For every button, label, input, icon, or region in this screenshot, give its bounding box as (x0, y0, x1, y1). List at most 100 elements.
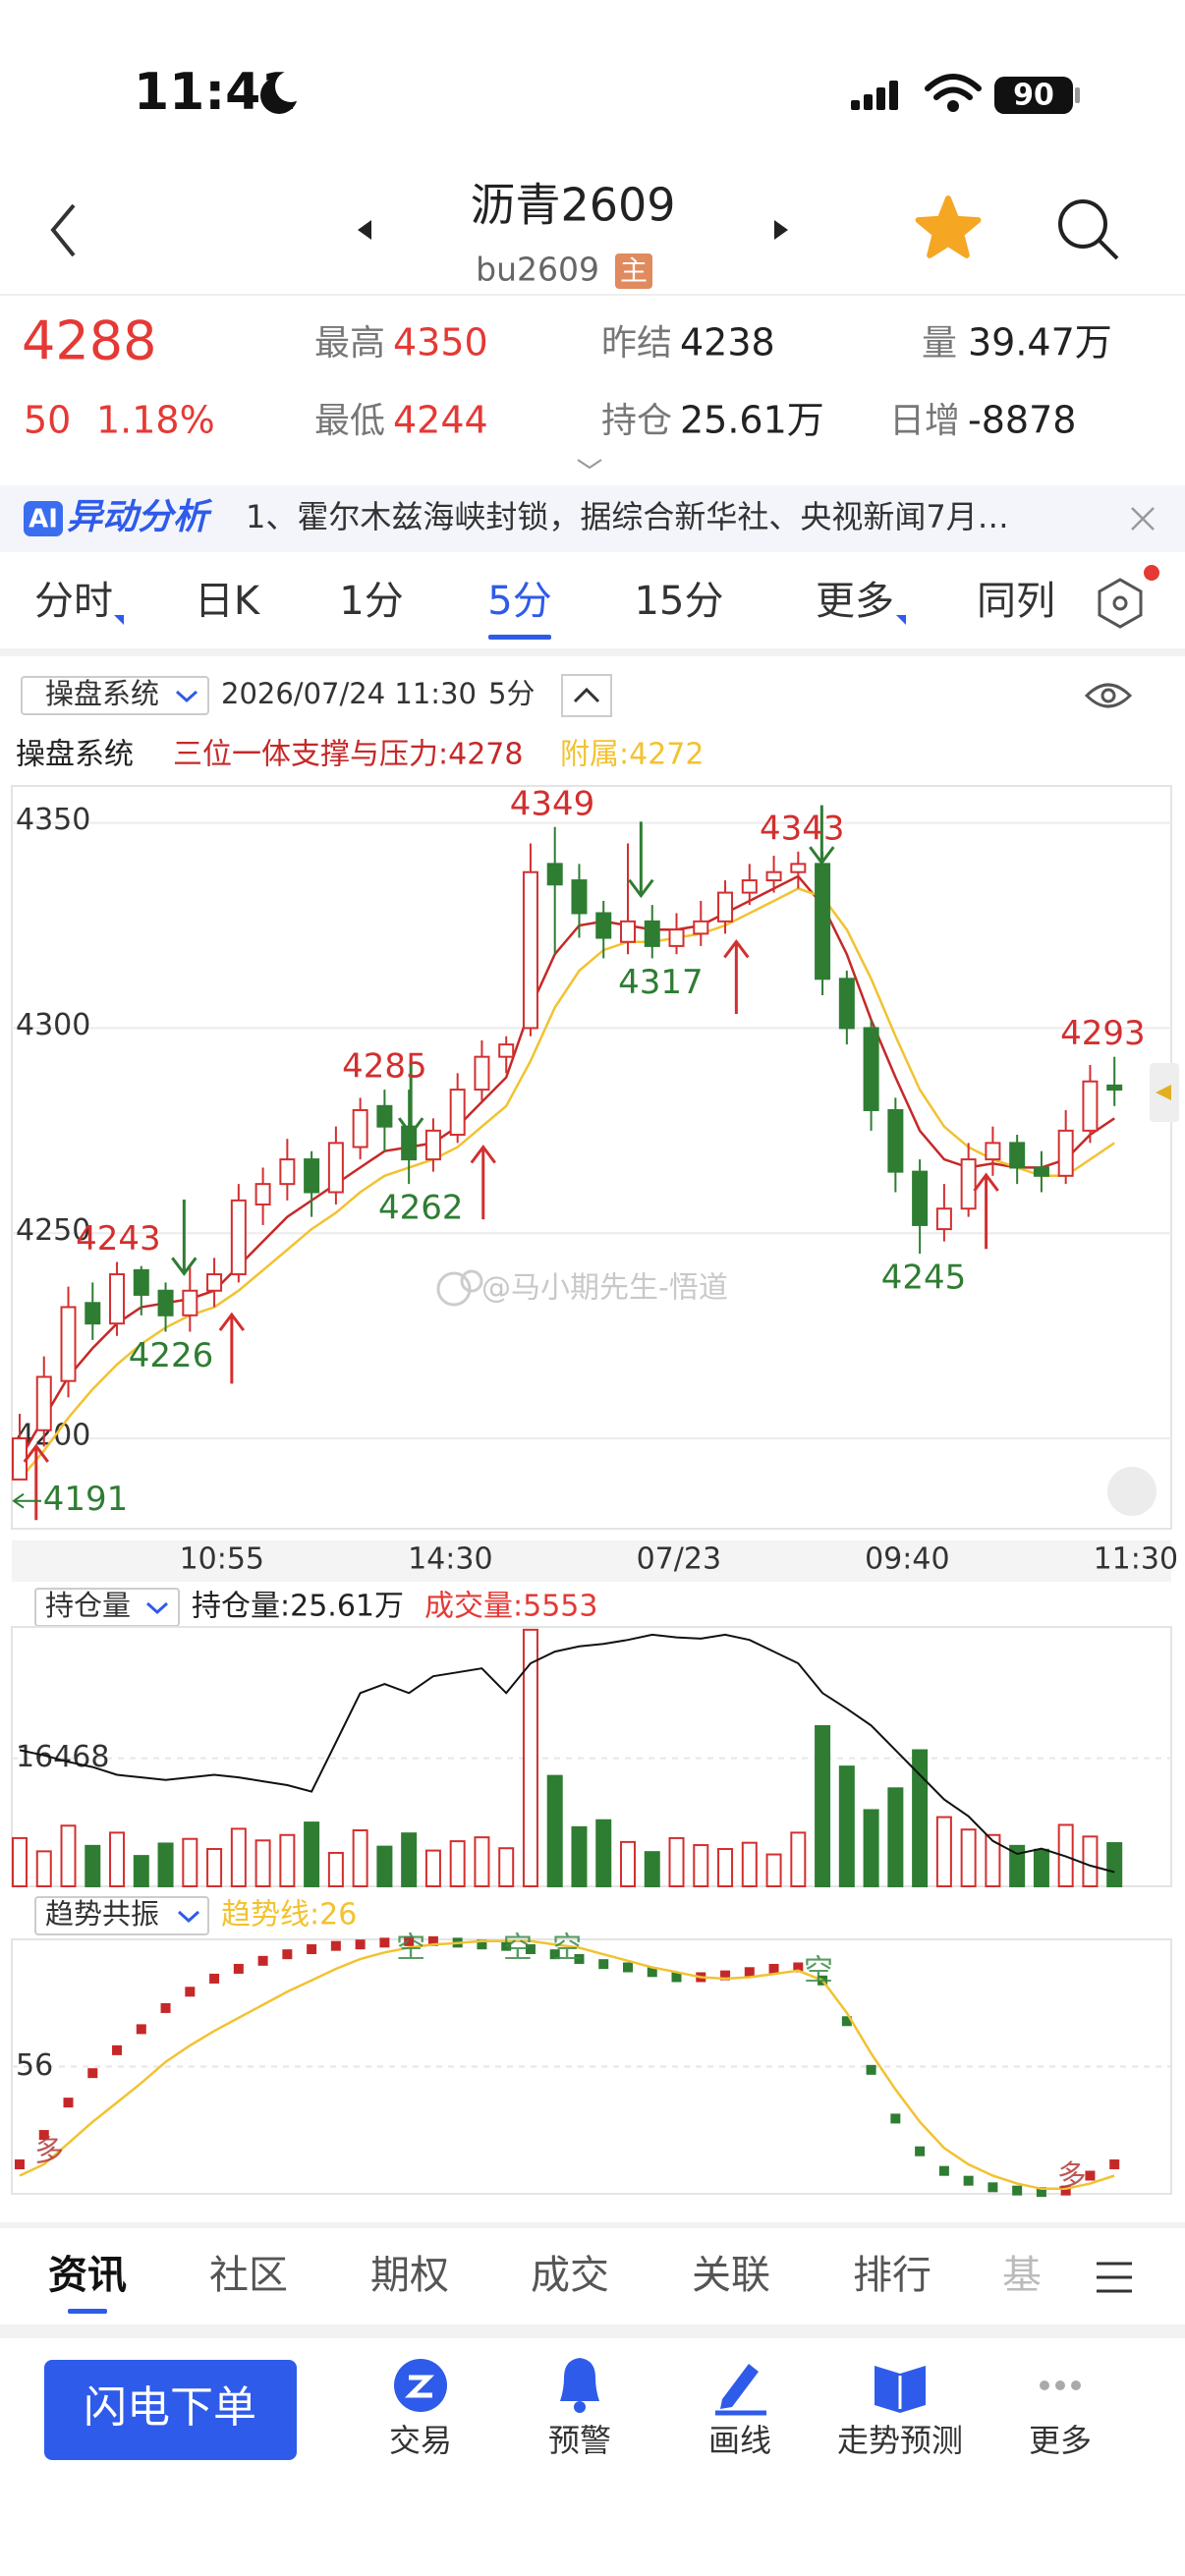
chevron (145, 1601, 169, 1615)
candle-body (838, 978, 855, 1030)
trend-dot (768, 1963, 779, 1974)
low-label: 4317 (618, 963, 704, 1002)
bottom-tab[interactable]: 成交 (531, 2253, 609, 2298)
search-button[interactable] (1058, 199, 1119, 260)
bottom-tab[interactable]: 社区 (209, 2253, 288, 2298)
trend-dot (63, 2098, 74, 2108)
candle-body (401, 1125, 418, 1161)
bottom-tab[interactable]: 期权 (370, 2253, 449, 2298)
trend-signal: 空 (396, 1931, 425, 1965)
volume-bar (741, 1841, 758, 1887)
signal-arrow-head (628, 878, 654, 899)
reset-button[interactable] (1107, 1467, 1157, 1516)
candle-body (254, 1183, 271, 1206)
volume-bar (1106, 1842, 1123, 1887)
period-tab[interactable]: 更多 (816, 579, 894, 624)
candle-body (109, 1273, 126, 1325)
volume-bar (790, 1831, 807, 1888)
trend-dot (87, 2068, 98, 2079)
side-tab-arrow (1156, 1085, 1171, 1100)
candle-body (230, 1199, 247, 1276)
order-button-label: 闪电下单 (84, 2382, 256, 2433)
prev-contract[interactable] (358, 220, 371, 240)
trend-selector-text: 趋势共振 (45, 1897, 159, 1931)
next-contract[interactable] (774, 220, 788, 240)
y-tick-label: 4350 (16, 803, 90, 837)
more-icon (1040, 2380, 1081, 2390)
trend-dot (501, 1940, 512, 1951)
divider (0, 648, 1185, 656)
label: 量 (922, 323, 957, 364)
draw-icon (715, 2364, 766, 2416)
bottom-tab[interactable]: 关联 (692, 2253, 770, 2298)
settings-center (1112, 595, 1128, 611)
volume-chart: 16468 (12, 1628, 1171, 1888)
news-title: 异动分析 (67, 497, 213, 537)
bottom-tab[interactable]: 排行 (853, 2253, 931, 2298)
open-interest-line (19, 1633, 1115, 1874)
trend-dot (160, 2002, 171, 2013)
period-tab[interactable]: 1分 (339, 579, 403, 624)
period-tab[interactable]: 日K (195, 579, 261, 624)
candle-body (182, 1289, 198, 1316)
ai-badge-bg (24, 501, 63, 536)
trend-dot (623, 1962, 633, 1973)
bottom-bar-item[interactable]: 预警 (548, 2422, 611, 2459)
menu-button[interactable] (1097, 2262, 1132, 2293)
settings-button[interactable] (1098, 578, 1143, 629)
candle-body (60, 1306, 77, 1382)
volume-bar (887, 1787, 904, 1887)
x-tick-label: 14:30 (408, 1542, 492, 1577)
period-tab[interactable]: 5分 (487, 579, 551, 624)
bottom-tab[interactable]: 资讯 (48, 2253, 127, 2298)
period-tab[interactable]: 同列 (977, 579, 1055, 624)
volume-bar (620, 1840, 636, 1888)
system-selector[interactable] (21, 676, 209, 715)
period-tab[interactable]: 分时 (34, 579, 113, 624)
legend-name: 操盘系统 (16, 738, 134, 772)
bottom-tab[interactable]: 基 (1002, 2253, 1042, 2298)
trend-dot (574, 1953, 585, 1964)
volume-bar (912, 1749, 929, 1887)
trend-chart: 56多空空空空多 (12, 1931, 1171, 2198)
high-label: 4343 (760, 809, 845, 848)
volume-bar (230, 1827, 247, 1887)
candle-body (935, 1207, 952, 1231)
expand-button[interactable] (577, 459, 602, 470)
volume-bar (449, 1840, 466, 1888)
favorite-star[interactable] (915, 196, 982, 258)
volume-bar (1009, 1844, 1026, 1887)
candle-body (474, 1055, 490, 1092)
bottom-bar-item[interactable]: 走势预测 (837, 2422, 963, 2459)
divider (0, 2222, 1185, 2228)
candle-body (1009, 1142, 1026, 1169)
trend-dot (282, 1949, 293, 1960)
volume-bar (376, 1845, 393, 1887)
trend-dot (841, 2016, 852, 2027)
trend-dot (330, 1940, 341, 1951)
period-tab[interactable]: 15分 (635, 579, 724, 624)
volume-bar (304, 1821, 320, 1887)
news-text: 1、霍尔木兹海峡封锁，据综合新华社、央视新闻7月… (246, 498, 1009, 535)
collapse-button[interactable] (561, 674, 612, 717)
news-bar[interactable] (0, 485, 1185, 552)
order-button[interactable] (44, 2360, 297, 2460)
volume-bar (279, 1833, 296, 1887)
low-label: 4245 (881, 1259, 967, 1298)
bottom-bar-item[interactable]: 画线 (708, 2422, 771, 2459)
trend-dot (890, 2113, 901, 2124)
volume-bar (498, 1847, 515, 1888)
volume-bar (401, 1832, 418, 1888)
watermark-icon (436, 1269, 483, 1307)
candle-body (206, 1273, 223, 1292)
bottom-bar-item[interactable]: 更多 (1029, 2422, 1092, 2459)
bottom-bar-item[interactable]: 交易 (389, 2422, 452, 2459)
trend-selector[interactable] (34, 1896, 209, 1935)
signal-arrow-head (973, 1172, 999, 1192)
volume-bar (571, 1825, 588, 1888)
y-tick-label: 16468 (16, 1740, 109, 1774)
eye-button[interactable] (1084, 683, 1133, 708)
news-close[interactable] (1131, 507, 1155, 531)
low-label: 4262 (378, 1189, 464, 1228)
back-button[interactable] (50, 203, 76, 257)
